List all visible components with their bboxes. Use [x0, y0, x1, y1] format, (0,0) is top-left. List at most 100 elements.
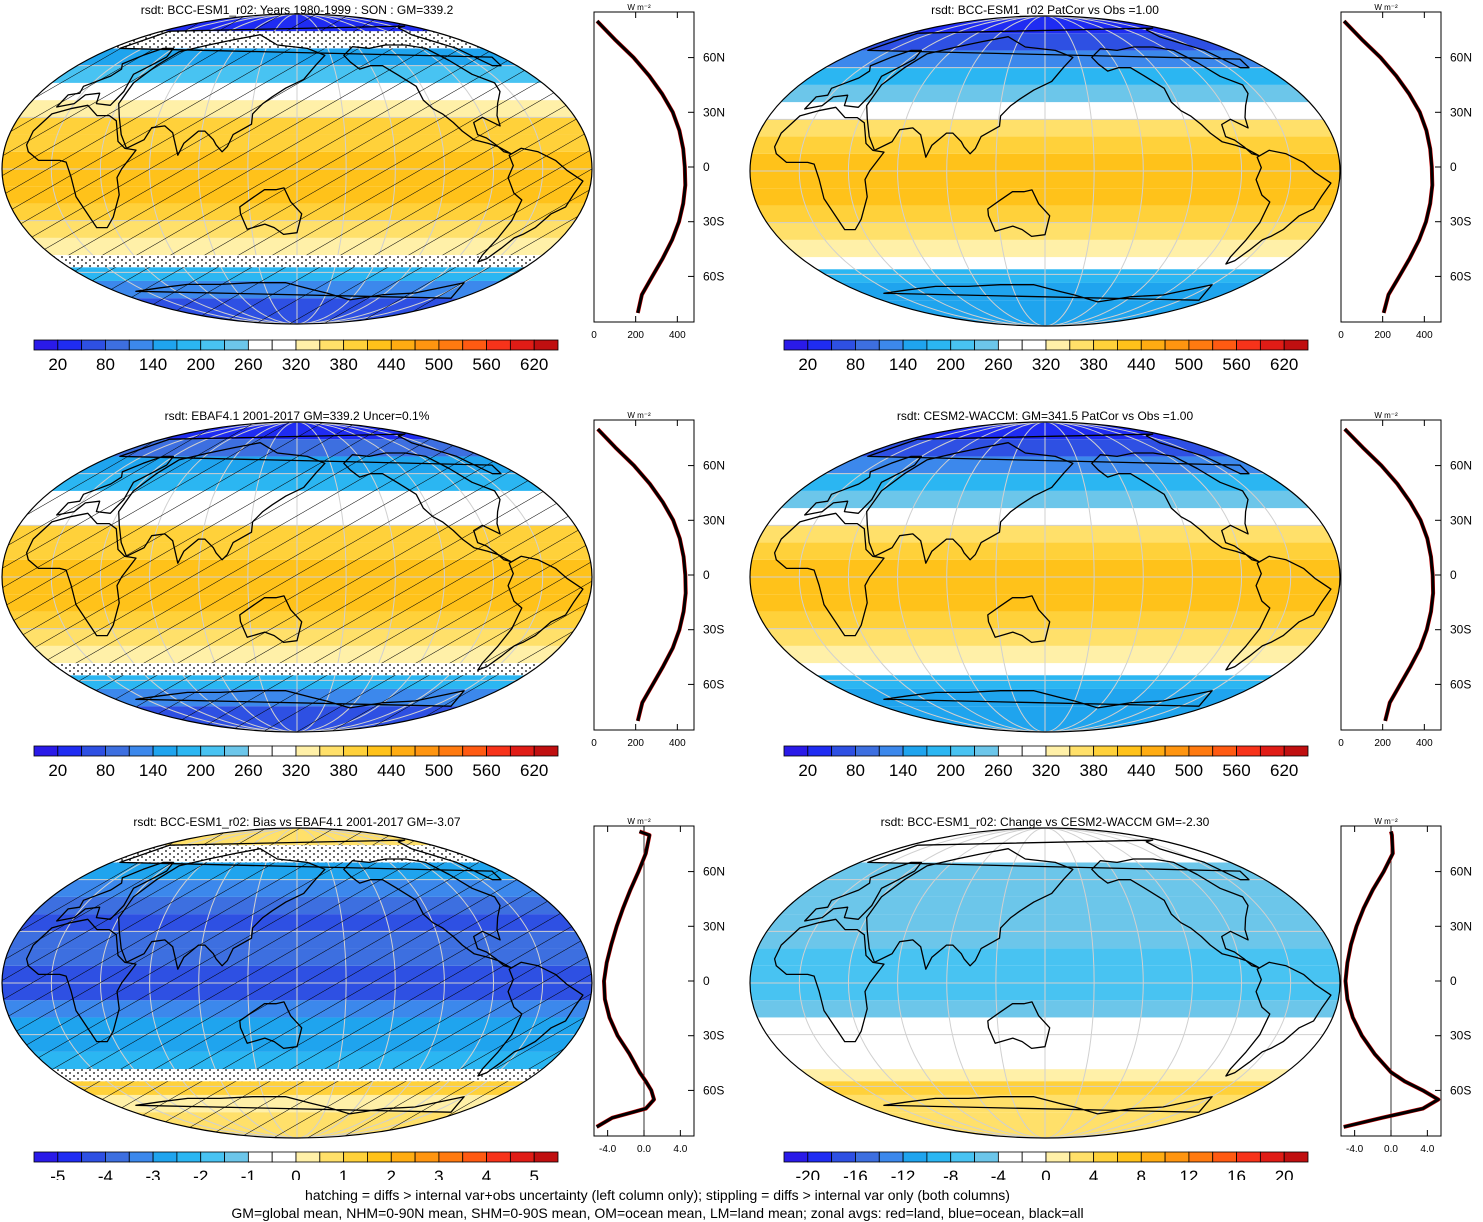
colorbar-label: -5 [50, 1167, 65, 1180]
panel-4: rsdt: CESM2-WACCM: GM=341.5 PatCor vs Ob… [749, 409, 1472, 780]
colorbar-cell [319, 745, 345, 757]
colorbar-label: 1 [339, 1167, 348, 1180]
colorbar-cell [831, 339, 856, 351]
continent-greenland [867, 27, 1250, 69]
colorbar-cell [1212, 1151, 1237, 1163]
colorbar-label: 20 [1275, 1167, 1294, 1180]
profile-frame [593, 419, 695, 731]
profile-curve-all [595, 830, 656, 1129]
profile-frame [1340, 11, 1442, 323]
figure-canvas: rsdt: BCC-ESM1_r02: Years 1980-1999 : SO… [1, 3, 1472, 1180]
colorbar-label: -20 [796, 1167, 821, 1180]
zonal-profile: 0 200 400 60N 30N 0 30S 60S W m⁻² [1338, 411, 1472, 749]
stipple-band [2, 1069, 592, 1082]
colorbar-label: 200 [937, 355, 965, 374]
colorbar-label: 20 [798, 355, 817, 374]
continent-antarctica [135, 690, 465, 709]
colorbar-cell [247, 745, 273, 757]
colorbar-cell [176, 1151, 202, 1163]
profile-curve-all [596, 428, 688, 722]
profile-xtick-label: -4.0 [599, 1144, 617, 1155]
graticule-meridian [1044, 16, 1292, 326]
colorbar-label: 16 [1227, 1167, 1246, 1180]
continent-europe [56, 455, 175, 516]
continent-australia [987, 595, 1051, 644]
profile-ytick-label: 30S [1450, 215, 1471, 229]
colorbar-cell [807, 1151, 833, 1163]
colorbar-label: 200 [187, 761, 215, 780]
profile-xtick-label: 0.0 [1384, 1144, 1398, 1155]
profile-units: W m⁻² [1374, 411, 1398, 420]
profile-xtick-label: 400 [669, 738, 686, 749]
colorbar-label: 320 [282, 761, 310, 780]
colorbar-cell [509, 745, 535, 757]
colorbar-cell [1164, 1151, 1190, 1163]
colorbar-cell [1140, 745, 1166, 757]
profile-units: W m⁻² [1374, 3, 1398, 12]
colorbar-cell [1259, 1151, 1285, 1163]
colorbar: -5 -4 -3 -2 -1 0 1 2 3 4 5 [33, 1151, 559, 1180]
colorbar-cell [1045, 745, 1071, 757]
colorbar-cell [105, 1151, 130, 1163]
colorbar-cell [1164, 339, 1190, 351]
colorbar-label: 4 [482, 1167, 491, 1180]
colorbar-label: -1 [241, 1167, 256, 1180]
map [750, 422, 1340, 732]
colorbar-label: 620 [1270, 355, 1298, 374]
graticule-meridian [1044, 422, 1243, 732]
colorbar-cell [902, 339, 928, 351]
colorbar-label: 560 [1222, 761, 1250, 780]
profile-ytick-label: 60N [1450, 865, 1472, 879]
graticule-meridian [1044, 16, 1243, 326]
colorbar-cell [343, 745, 368, 757]
profile-xtick-label: 400 [1416, 330, 1433, 341]
colorbar-cell [950, 1151, 975, 1163]
colorbar-label: 320 [282, 355, 310, 374]
colorbar-cell [462, 745, 487, 757]
colorbar-cell [878, 745, 904, 757]
profile-ytick-label: 0 [1450, 568, 1457, 582]
panel-title: rsdt: BCC-ESM1_r02: Years 1980-1999 : SO… [141, 3, 454, 17]
continent-australia [239, 595, 303, 644]
colorbar-label: 260 [984, 761, 1012, 780]
map-border [749, 827, 1341, 1139]
colorbar-cell [295, 745, 321, 757]
stipple-band [2, 31, 592, 49]
stipple-band [2, 663, 592, 676]
colorbar-cell [1212, 745, 1237, 757]
colorbar-cell [81, 1151, 106, 1163]
colorbar-label: 500 [425, 355, 453, 374]
colorbar-label: 2 [387, 1167, 396, 1180]
colorbar-cell [1236, 1151, 1261, 1163]
colorbar-label: 80 [96, 355, 115, 374]
continent-africa [773, 106, 885, 231]
profile-ytick-label: 60S [703, 1083, 724, 1097]
graticule-meridian [847, 422, 1046, 732]
colorbar-cell [176, 745, 202, 757]
colorbar-cell [486, 1151, 511, 1163]
profile-xtick-label: 0.0 [637, 1144, 651, 1155]
graticule-meridian [1044, 422, 1193, 732]
continent-europe [804, 455, 923, 516]
colorbar-cell [128, 1151, 154, 1163]
continent-australia [239, 187, 303, 236]
continent-greenland [867, 433, 1250, 475]
colorbar: 20 80 140 200 260 320 380 440 500 560 620 [783, 745, 1309, 780]
colorbar-cell [128, 339, 154, 351]
panel-title: rsdt: BCC-ESM1_r02: Bias vs EBAF4.1 2001… [133, 815, 460, 829]
colorbar-label: 380 [329, 761, 357, 780]
profile-xtick-label: 400 [1416, 738, 1433, 749]
colorbar-cell [105, 339, 130, 351]
colorbar-label: 440 [377, 761, 405, 780]
colorbar-cell [200, 745, 225, 757]
profile-ytick-label: 30S [703, 623, 724, 637]
continent-australia [987, 189, 1051, 238]
continent-asia [118, 442, 326, 564]
graticule-meridian [995, 16, 1046, 326]
colorbar-cell [33, 1151, 59, 1163]
colorbar-cell [438, 745, 464, 757]
continent-s-america [477, 147, 584, 263]
graticule-meridian [1044, 16, 1193, 326]
colorbar-label: 80 [96, 761, 115, 780]
footer-line-2: GM=global mean, NHM=0-90N mean, SHM=0-90… [231, 1205, 1084, 1221]
